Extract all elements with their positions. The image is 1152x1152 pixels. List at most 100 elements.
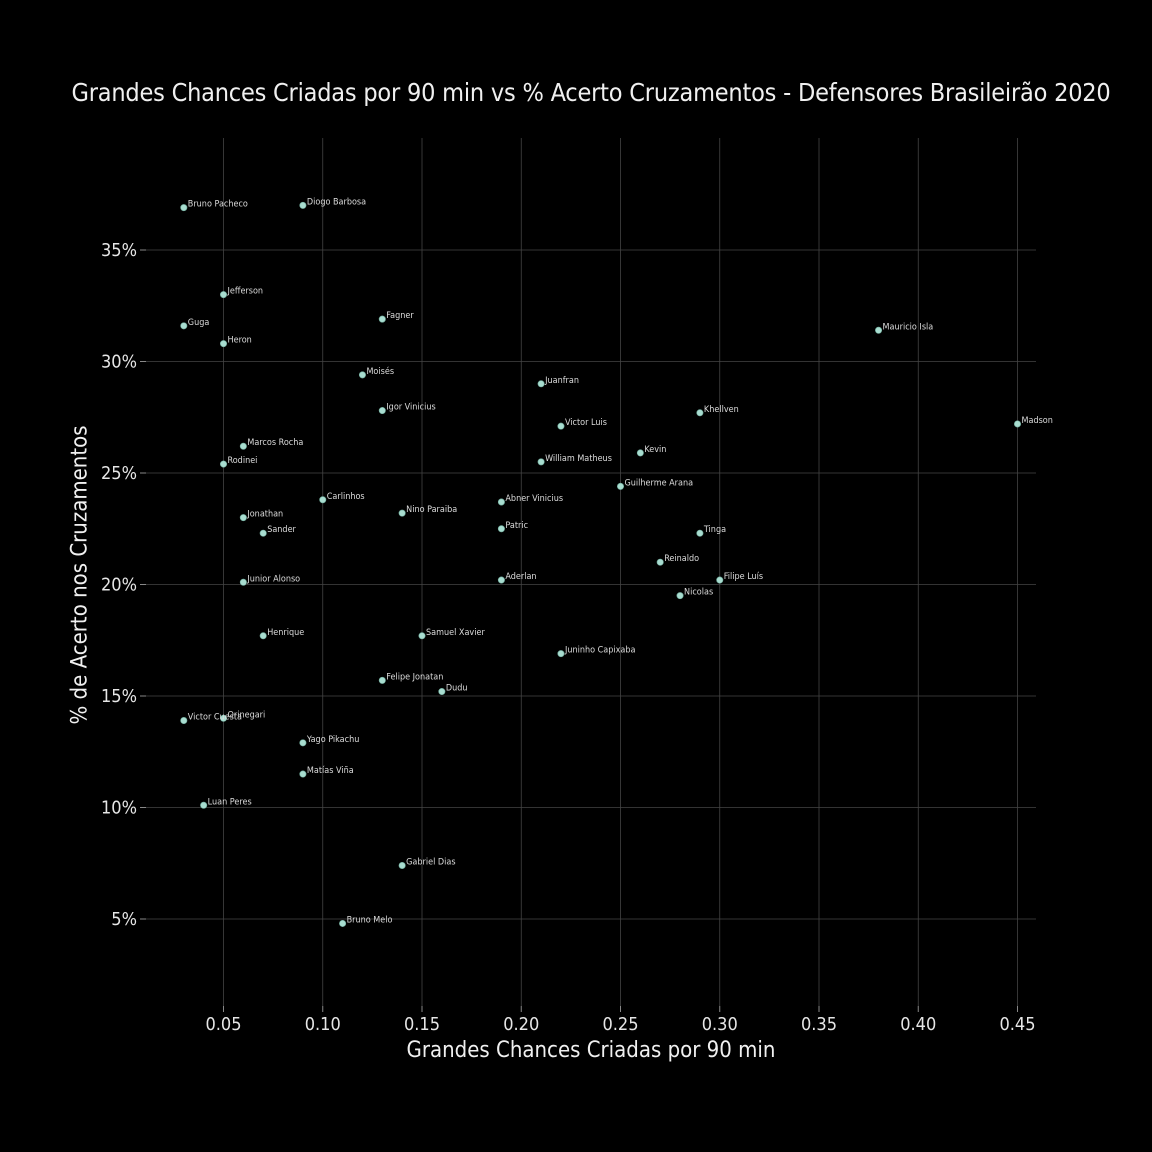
y-tick-label: 10% [101, 798, 137, 819]
point-label: Juninho Capixaba [564, 646, 636, 656]
data-point [636, 449, 644, 457]
data-points [180, 201, 1021, 927]
data-point [200, 801, 208, 809]
x-tick-label: 0.35 [801, 1014, 837, 1035]
point-label: Diogo Barbosa [307, 197, 366, 207]
data-point [239, 514, 247, 522]
point-label: Nicolas [684, 588, 713, 598]
data-point [497, 525, 505, 533]
point-label: Jefferson [227, 287, 264, 297]
y-tick-label: 15% [101, 686, 137, 707]
point-label: Luan Peres [208, 797, 252, 807]
data-point [696, 529, 704, 537]
point-label: William Matheus [545, 454, 612, 464]
point-label: Reinaldo [664, 554, 699, 564]
data-point [220, 291, 228, 299]
data-point [299, 739, 307, 747]
point-label: Felipe Jonatan [386, 672, 443, 682]
data-point [220, 714, 228, 722]
point-label: Marcos Rocha [247, 438, 303, 448]
point-label: Sander [267, 525, 296, 535]
data-point [557, 650, 565, 658]
data-point [398, 861, 406, 869]
point-label: Bruno Pacheco [188, 200, 248, 210]
point-label: Filipe Luís [724, 572, 763, 582]
point-label: Samuel Xavier [426, 628, 485, 638]
point-label: Igor Vinicius [386, 403, 435, 413]
point-label: Victor Luis [565, 418, 607, 428]
data-point [676, 592, 684, 600]
point-labels: Bruno Pacheco Diogo Barbosa Jefferson Guga H… [188, 197, 1053, 925]
data-point [239, 578, 247, 586]
point-label: Abner Vinicius [505, 494, 563, 504]
x-tick-label: 0.20 [503, 1014, 539, 1035]
data-point [557, 422, 565, 430]
chart-title: Grandes Chances Criadas por 90 min vs % … [71, 78, 1111, 107]
x-tick-label: 0.45 [999, 1014, 1035, 1035]
data-point [358, 371, 366, 379]
data-point [398, 509, 406, 517]
point-label: Khellven [704, 405, 739, 415]
data-point [696, 409, 704, 417]
point-label: Moisés [366, 366, 394, 377]
point-label: Yago Pikachu [306, 735, 359, 745]
x-tick-label: 0.15 [404, 1014, 440, 1035]
data-point [299, 201, 307, 209]
data-point [378, 676, 386, 684]
point-label: Orinegari [228, 710, 266, 720]
point-label: Mauricio Isla [883, 322, 934, 332]
point-label: Guilherme Arana [625, 478, 694, 488]
data-point [180, 717, 188, 725]
x-axis-label: Grandes Chances Criadas por 90 min [406, 1038, 776, 1063]
point-label: Matías Viña [307, 766, 354, 776]
data-point [239, 442, 247, 450]
point-label: Heron [228, 336, 252, 346]
y-axis-label: % de Acerto nos Cruzamentos [67, 425, 93, 725]
data-point [616, 482, 624, 490]
x-tick-label: 0.25 [602, 1014, 638, 1035]
data-point [378, 407, 386, 415]
point-label: Junior Alonso [246, 574, 300, 584]
point-label: Carlinhos [327, 492, 365, 502]
data-point [180, 322, 188, 330]
data-point [716, 576, 724, 584]
point-label: Fagner [386, 311, 414, 321]
data-point [220, 460, 228, 468]
x-tick-label: 0.05 [205, 1014, 241, 1035]
point-label: Gabriel Dias [406, 857, 455, 867]
point-label: Nino Paraiba [406, 505, 457, 515]
point-label: Patric [505, 521, 528, 531]
point-label: Rodinei [228, 456, 258, 466]
x-tick-label: 0.40 [900, 1014, 936, 1035]
x-tick-label: 0.30 [702, 1014, 738, 1035]
point-label: Henrique [267, 628, 304, 638]
data-point [1013, 420, 1021, 428]
data-point [537, 458, 545, 466]
data-point [438, 688, 446, 696]
point-label: Jonathan [246, 510, 283, 520]
y-tick-label: 30% [101, 352, 137, 373]
data-point [339, 919, 347, 927]
y-tick-label: 25% [101, 463, 137, 484]
data-point [259, 529, 267, 537]
data-point [259, 632, 267, 640]
point-label: Madson [1022, 416, 1053, 426]
data-point [319, 496, 327, 504]
data-point [378, 315, 386, 323]
data-point [180, 204, 188, 212]
point-label: Juanfran [544, 376, 579, 386]
axis-ticks: 0.05 0.10 0.15 0.20 0.25 0.30 0.35 0.40 0.45 5% 10… [101, 240, 1036, 1035]
point-label: Tinga [703, 525, 726, 535]
point-label: Aderlan [505, 572, 536, 582]
point-label: Guga [188, 318, 210, 328]
data-point [537, 380, 545, 388]
point-label: Dudu [446, 684, 468, 694]
data-point [497, 576, 505, 584]
data-point [875, 326, 883, 334]
grid-lines [146, 138, 1036, 1006]
data-point [220, 340, 228, 348]
point-label: Kevin [644, 445, 666, 455]
point-label: Victor Cuesta [188, 713, 242, 723]
y-tick-label: 35% [101, 240, 137, 261]
